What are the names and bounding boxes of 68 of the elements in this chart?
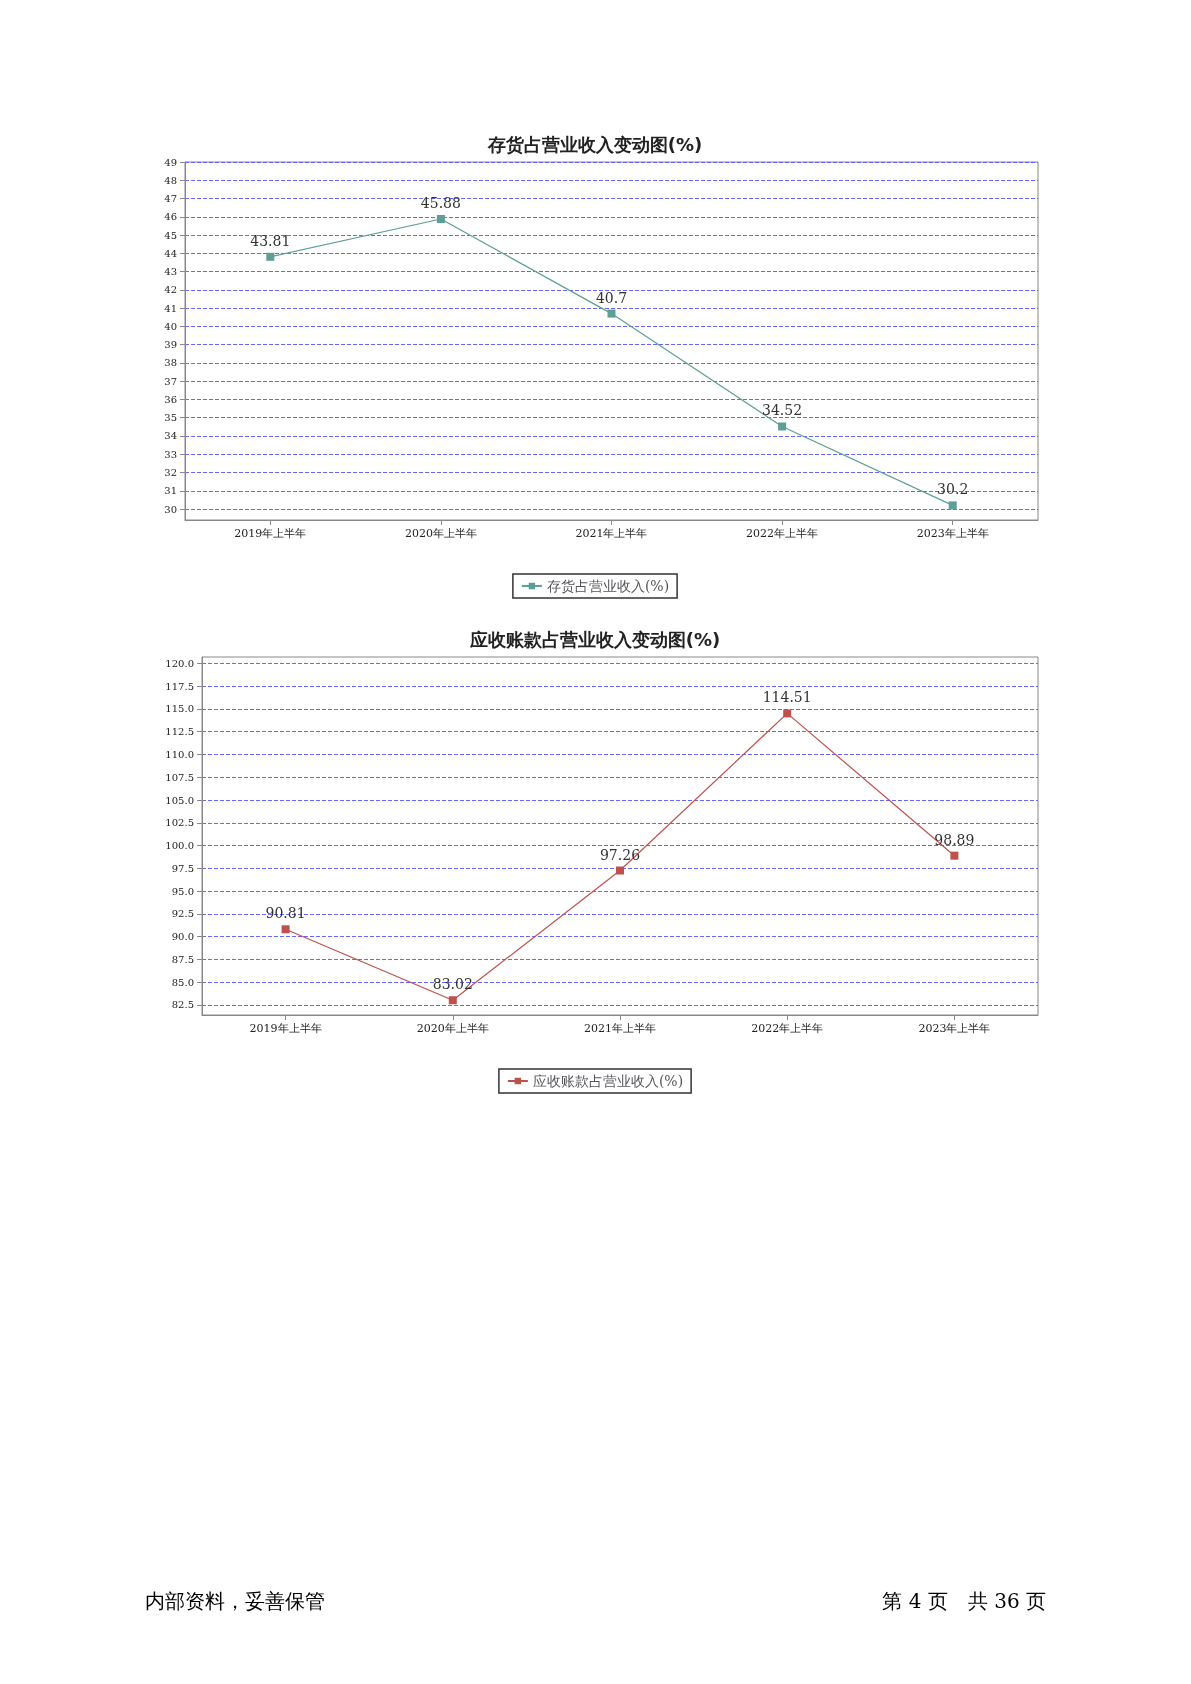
chart-title: 应收账款占营业收入变动图(%) — [468, 628, 721, 650]
y-tick-label: 44 — [164, 247, 177, 259]
y-tick-label: 90.0 — [171, 931, 194, 943]
y-tick-label: 42 — [164, 284, 177, 296]
y-tick-label: 45 — [164, 229, 177, 241]
chart-title: 存货占营业收入变动图(%) — [486, 133, 703, 155]
point — [266, 252, 275, 261]
point — [783, 709, 792, 718]
x-tick-label: 2021年上半年 — [575, 527, 648, 540]
data-label: 40.7 — [595, 289, 628, 306]
y-tick-label: 30 — [164, 503, 177, 515]
data-label: 114.51 — [762, 689, 812, 706]
y-tick-label: 49 — [164, 156, 177, 168]
y-tick-label: 35 — [164, 412, 177, 424]
x-tick-label: 2022年上半年 — [746, 527, 819, 540]
y-tick-label: 110.0 — [165, 748, 194, 760]
y-tick-label: 31 — [164, 485, 177, 497]
x-tick-label: 2020年上半年 — [404, 527, 477, 540]
y-tick-label: 46 — [164, 211, 177, 223]
y-tick-label: 37 — [164, 375, 177, 387]
y-tick-label: 100.0 — [165, 840, 194, 852]
y-tick-label: 105.0 — [165, 794, 194, 806]
point — [616, 866, 624, 875]
x-tick-label: 2023年上半年 — [918, 1022, 991, 1035]
y-tick-label: 92.5 — [171, 908, 194, 920]
y-tick-label: 48 — [164, 174, 177, 186]
y-tick-label: 38 — [164, 357, 177, 369]
point — [448, 996, 457, 1005]
y-tick-label: 36 — [164, 393, 177, 405]
data-label: 98.89 — [934, 831, 975, 848]
y-tick-label: 112.5 — [165, 726, 194, 738]
legend-label: 存货占营业收入(%) — [546, 578, 670, 594]
y-tick-label: 97.5 — [171, 862, 194, 874]
y-tick-label: 40 — [164, 320, 177, 332]
x-tick-label: 2019年上半年 — [234, 527, 307, 540]
y-tick-label: 34 — [164, 430, 177, 442]
data-label: 45.88 — [420, 194, 461, 211]
y-tick-label: 82.5 — [171, 999, 194, 1011]
point — [281, 925, 290, 934]
y-tick-label: 102.5 — [165, 817, 194, 829]
y-tick-label: 33 — [164, 448, 177, 460]
y-tick-label: 87.5 — [171, 953, 194, 965]
point — [436, 214, 445, 223]
y-tick-label: 120.0 — [165, 657, 194, 669]
data-label: 34.52 — [762, 402, 803, 419]
y-tick-label: 39 — [164, 339, 177, 351]
y-tick-label: 41 — [164, 302, 177, 314]
y-tick-label: 115.0 — [165, 703, 194, 715]
point — [948, 501, 957, 510]
y-tick-label: 32 — [164, 467, 177, 479]
x-tick-label: 2020年上半年 — [416, 1022, 489, 1035]
text: 内部资料，妥善保管 — [145, 1588, 325, 1615]
x-tick-label: 2021年上半年 — [584, 1022, 656, 1035]
y-tick-label: 85.0 — [171, 976, 194, 988]
point — [950, 851, 959, 860]
y-tick-label: 47 — [164, 193, 177, 205]
y-tick-label: 107.5 — [165, 771, 194, 783]
point — [778, 422, 787, 431]
y-tick-label: 95.0 — [171, 885, 194, 897]
x-tick-label: 2019年上半年 — [249, 1022, 322, 1035]
point — [607, 309, 616, 318]
x-tick-label: 2022年上半年 — [751, 1022, 824, 1035]
legend-label: 应收账款占营业收入(%) — [532, 1073, 684, 1089]
text: 第 4 页 共 36 页 — [882, 1588, 1046, 1615]
x-tick-label: 2023年上半年 — [916, 527, 989, 540]
y-tick-label: 43 — [164, 266, 177, 278]
y-tick-label: 117.5 — [165, 680, 194, 692]
data-label: 43.81 — [250, 232, 291, 249]
